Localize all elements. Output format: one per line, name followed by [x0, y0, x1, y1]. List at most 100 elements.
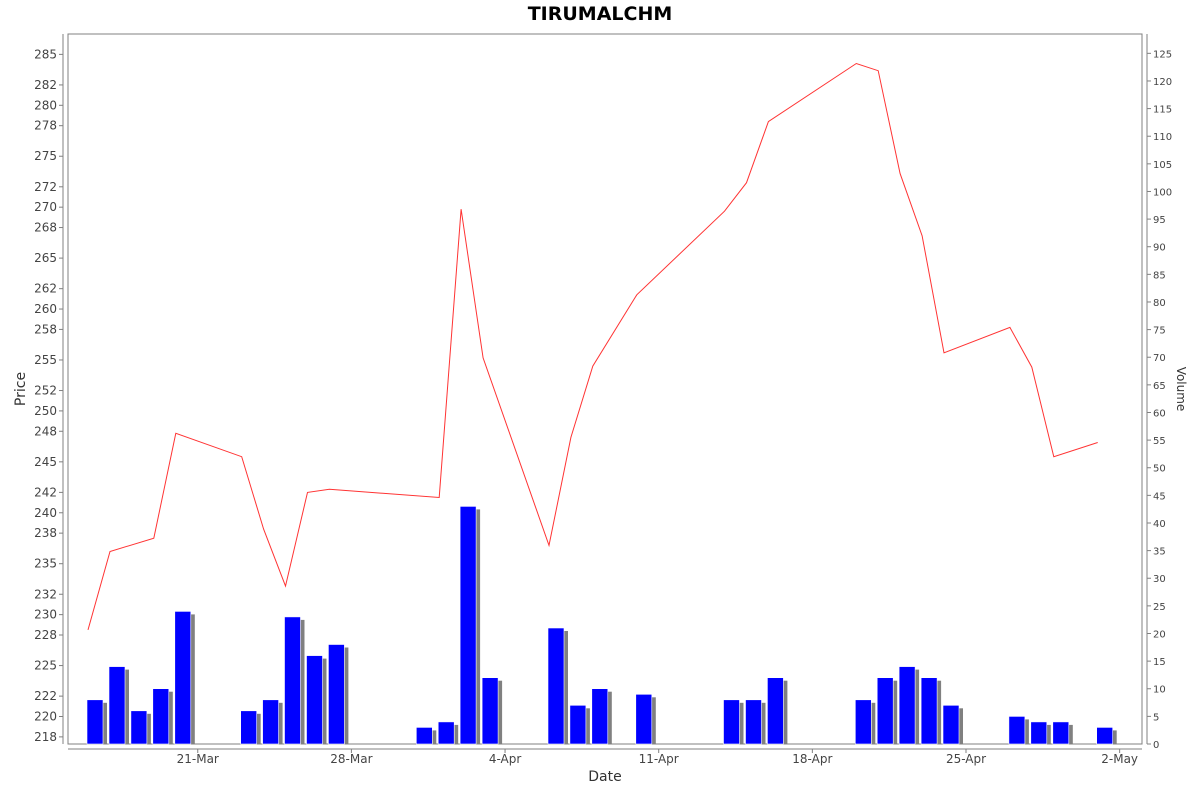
- volume-tick-label: 10: [1153, 685, 1166, 696]
- price-tick-label: 220: [34, 709, 57, 723]
- volume-tick-label: 50: [1153, 464, 1166, 475]
- price-tick-label: 240: [34, 506, 57, 520]
- price-tick-label: 280: [34, 98, 57, 112]
- volume-tick-label: 15: [1153, 657, 1166, 668]
- volume-tick-label: 110: [1153, 132, 1172, 143]
- price-tick-label: 272: [34, 180, 57, 194]
- volume-bar: [437, 721, 455, 745]
- volume-bar: [284, 616, 301, 745]
- price-tick-label: 275: [34, 149, 57, 163]
- volume-bar: [767, 677, 784, 745]
- volume-bar: [920, 677, 938, 745]
- volume-bar: [547, 627, 565, 745]
- volume-tick-label: 45: [1153, 491, 1166, 502]
- date-tick-label: 2-May: [1101, 752, 1138, 766]
- price-tick-label: 225: [34, 659, 57, 673]
- volume-bar: [635, 693, 653, 745]
- volume-tick-label: 100: [1153, 187, 1172, 198]
- price-tick-label: 228: [34, 628, 57, 642]
- volume-bar: [415, 727, 433, 745]
- volume-tick-label: 5: [1153, 712, 1159, 723]
- volume-bar: [745, 699, 762, 745]
- volume-bar: [854, 699, 872, 745]
- volume-tick-label: 85: [1153, 270, 1166, 281]
- price-line: [87, 62, 1098, 631]
- volume-bar: [152, 688, 170, 745]
- price-tick-label: 232: [34, 587, 57, 601]
- volume-axis: 0 5 10 15 20 25 30 35 40 45 50 55 60 65 70 75 80 85 90 95 10…: [1146, 34, 1172, 751]
- price-tick-label: 270: [34, 200, 57, 214]
- volume-bar: [130, 710, 148, 745]
- price-series: [87, 62, 1098, 631]
- price-tick-label: 230: [34, 608, 57, 622]
- price-tick-label: 248: [34, 424, 57, 438]
- volume-bars: [86, 506, 1117, 745]
- volume-bar: [459, 506, 477, 745]
- price-tick-label: 268: [34, 221, 57, 235]
- volume-tick-label: 105: [1153, 160, 1172, 171]
- y-axis-right-label: Volume: [1174, 367, 1188, 412]
- volume-tick-label: 35: [1153, 547, 1166, 558]
- volume-tick-label: 95: [1153, 215, 1166, 226]
- volume-bar: [876, 677, 894, 745]
- price-tick-label: 235: [34, 557, 57, 571]
- volume-bar: [1052, 721, 1070, 745]
- date-tick-label: 18-Apr: [792, 752, 832, 766]
- price-tick-label: 265: [34, 251, 57, 265]
- volume-bar: [86, 699, 104, 745]
- plot-frame: [67, 33, 1143, 745]
- volume-bar: [481, 677, 499, 745]
- price-axis: 218 220 222 225 228 230 232 235 238 240 242 245 248 2…: [34, 34, 64, 744]
- date-tick-label: 25-Apr: [946, 752, 986, 766]
- date-tick-label: 28-Mar: [330, 752, 372, 766]
- volume-tick-label: 30: [1153, 574, 1166, 585]
- volume-bar: [174, 611, 192, 745]
- volume-bar: [240, 710, 257, 745]
- volume-tick-label: 120: [1153, 77, 1172, 88]
- price-tick-label: 258: [34, 322, 57, 336]
- volume-tick-label: 70: [1153, 353, 1166, 364]
- price-tick-label: 255: [34, 353, 57, 367]
- price-tick-label: 250: [34, 404, 57, 418]
- volume-tick-label: 115: [1153, 105, 1172, 116]
- price-tick-label: 285: [34, 47, 57, 61]
- volume-tick-label: 55: [1153, 436, 1166, 447]
- date-tick-label: 4-Apr: [489, 752, 522, 766]
- price-tick-label: 222: [34, 689, 57, 703]
- volume-tick-label: 25: [1153, 602, 1166, 613]
- price-tick-label: 260: [34, 302, 57, 316]
- volume-tick-label: 90: [1153, 243, 1166, 254]
- volume-bar: [328, 644, 345, 745]
- volume-tick-label: 0: [1153, 740, 1159, 751]
- volume-bar: [591, 688, 609, 745]
- volume-tick-label: 125: [1153, 49, 1172, 60]
- y-axis-left-label: Price: [13, 372, 29, 406]
- price-tick-label: 282: [34, 78, 57, 92]
- volume-tick-label: 40: [1153, 519, 1166, 530]
- date-axis: 21-Mar 28-Mar 4-Apr 11-Apr 18-Apr 25-Apr 2-May: [68, 748, 1142, 766]
- price-tick-label: 252: [34, 384, 57, 398]
- volume-bar: [1008, 716, 1026, 745]
- date-tick-label: 11-Apr: [639, 752, 679, 766]
- price-tick-label: 238: [34, 526, 57, 540]
- volume-tick-label: 65: [1153, 381, 1166, 392]
- volume-bar: [898, 666, 916, 745]
- x-axis-label: Date: [588, 769, 621, 785]
- volume-bar: [108, 666, 126, 745]
- volume-bar: [569, 704, 587, 745]
- date-tick-label: 21-Mar: [177, 752, 219, 766]
- volume-tick-label: 60: [1153, 408, 1166, 419]
- price-tick-label: 218: [34, 730, 57, 744]
- price-tick-label: 262: [34, 282, 57, 296]
- price-tick-label: 245: [34, 455, 57, 469]
- volume-tick-label: 75: [1153, 326, 1166, 337]
- volume-bar: [942, 704, 960, 745]
- volume-bar: [1030, 721, 1048, 745]
- price-tick-label: 278: [34, 119, 57, 133]
- price-tick-label: 242: [34, 485, 57, 499]
- volume-bar: [723, 699, 740, 745]
- volume-tick-label: 20: [1153, 629, 1166, 640]
- chart-title: TIRUMALCHM: [528, 3, 673, 25]
